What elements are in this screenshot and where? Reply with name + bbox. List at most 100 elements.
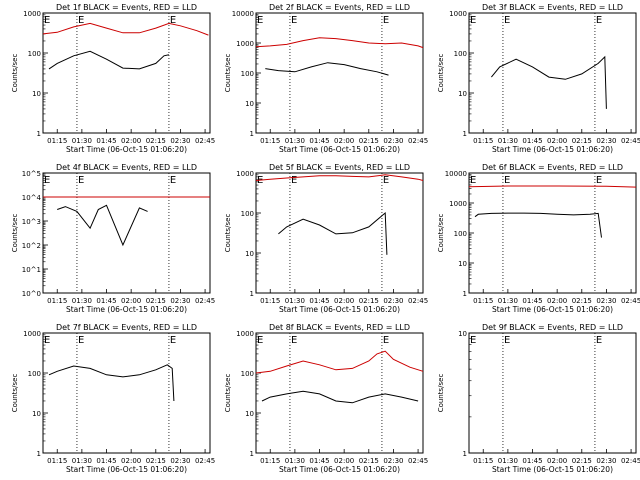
y-tick-label: 1000 bbox=[236, 170, 254, 178]
chart-title: Det 3f BLACK = Events, RED = LLD bbox=[482, 3, 623, 12]
x-tick-label: 02:15 bbox=[572, 297, 592, 305]
chart-title: Det 1f BLACK = Events, RED = LLD bbox=[56, 3, 197, 12]
chart-panel: Det 9f BLACK = Events, RED = LLD E E E 01:15… bbox=[437, 323, 640, 474]
y-tick-label: 1000 bbox=[236, 330, 254, 338]
y-tick-label: 100 bbox=[241, 370, 254, 378]
chart-title: Det 6f BLACK = Events, RED = LLD bbox=[482, 163, 623, 172]
events-series-line bbox=[57, 204, 148, 247]
x-tick-label: 01:15 bbox=[473, 137, 493, 145]
x-axis-label: Start Time (06-Oct-15 01:06:20) bbox=[492, 145, 613, 154]
marker-label: E bbox=[470, 335, 476, 346]
x-tick-label: 02:30 bbox=[170, 137, 190, 145]
y-tick-label: 100 bbox=[28, 370, 41, 378]
y-tick-label: 10^4 bbox=[22, 194, 42, 202]
y-tick-label: 10^2 bbox=[22, 242, 41, 250]
x-axis-label: Start Time (06-Oct-15 01:06:20) bbox=[66, 465, 187, 474]
y-tick-label: 10^3 bbox=[22, 218, 41, 226]
x-tick-label: 01:45 bbox=[96, 137, 116, 145]
chart-title: Det 9f BLACK = Events, RED = LLD bbox=[482, 323, 623, 332]
y-tick-label: 1 bbox=[463, 450, 467, 458]
x-tick-label: 01:45 bbox=[309, 137, 329, 145]
chart-panel: Det 7f BLACK = Events, RED = LLD E E E 01:15… bbox=[11, 323, 215, 474]
x-axis-label: Start Time (06-Oct-15 01:06:20) bbox=[66, 145, 187, 154]
marker-label: E bbox=[44, 175, 50, 186]
y-axis-label: Counts/sec bbox=[224, 214, 232, 253]
x-tick-label: 01:45 bbox=[96, 297, 116, 305]
marker-label: E bbox=[78, 15, 84, 26]
x-tick-label: 02:00 bbox=[547, 457, 567, 465]
chart-panel: Det 6f BLACK = Events, RED = LLD E E E 01:15… bbox=[437, 163, 640, 314]
chart-title: Det 5f BLACK = Events, RED = LLD bbox=[269, 163, 410, 172]
marker-label: E bbox=[383, 175, 389, 186]
x-tick-label: 02:45 bbox=[621, 457, 640, 465]
x-tick-label: 02:30 bbox=[170, 457, 190, 465]
x-tick-label: 01:45 bbox=[309, 297, 329, 305]
marker-label: E bbox=[44, 15, 50, 26]
x-tick-label: 01:30 bbox=[498, 137, 518, 145]
x-axis-label: Start Time (06-Oct-15 01:06:20) bbox=[279, 465, 400, 474]
lld-series-line bbox=[255, 350, 424, 374]
x-tick-label: 02:00 bbox=[121, 137, 141, 145]
x-tick-label: 01:15 bbox=[260, 137, 280, 145]
y-tick-label: 1 bbox=[250, 290, 254, 298]
chart-panel: Det 2f BLACK = Events, RED = LLD E E E 01:15… bbox=[224, 3, 428, 154]
y-tick-label: 1000 bbox=[236, 40, 254, 48]
y-axis-label: Counts/sec bbox=[224, 54, 232, 93]
x-tick-label: 02:45 bbox=[408, 457, 428, 465]
chart-title: Det 4f BLACK = Events, RED = LLD bbox=[56, 163, 197, 172]
x-tick-label: 01:15 bbox=[47, 457, 67, 465]
x-tick-label: 01:15 bbox=[47, 137, 67, 145]
x-tick-label: 02:15 bbox=[146, 297, 166, 305]
x-tick-label: 02:30 bbox=[170, 297, 190, 305]
x-tick-label: 02:00 bbox=[334, 137, 354, 145]
plot-frame bbox=[42, 332, 211, 454]
y-tick-label: 100 bbox=[28, 50, 41, 58]
events-series-line bbox=[48, 364, 175, 402]
marker-label: E bbox=[291, 15, 297, 26]
marker-label: E bbox=[78, 335, 84, 346]
marker-label: E bbox=[170, 335, 176, 346]
y-tick-label: 1 bbox=[37, 130, 41, 138]
x-tick-label: 02:30 bbox=[596, 137, 616, 145]
y-tick-label: 100 bbox=[454, 230, 467, 238]
x-tick-label: 02:30 bbox=[596, 297, 616, 305]
plot-frame bbox=[255, 12, 424, 134]
x-tick-label: 01:30 bbox=[72, 297, 92, 305]
x-tick-label: 01:30 bbox=[285, 137, 305, 145]
marker-label: E bbox=[257, 335, 263, 346]
y-axis-label: Counts/sec bbox=[11, 374, 19, 413]
x-tick-label: 01:45 bbox=[522, 297, 542, 305]
y-tick-label: 1000 bbox=[23, 330, 41, 338]
plot-frame bbox=[468, 172, 637, 294]
x-tick-label: 01:15 bbox=[260, 297, 280, 305]
y-tick-label: 100 bbox=[241, 210, 254, 218]
x-tick-label: 02:00 bbox=[121, 457, 141, 465]
events-series-line bbox=[48, 50, 169, 70]
lld-series-line bbox=[255, 174, 424, 181]
x-tick-label: 01:45 bbox=[96, 457, 116, 465]
marker-label: E bbox=[170, 15, 176, 26]
marker-label: E bbox=[470, 15, 476, 26]
x-tick-label: 02:45 bbox=[408, 297, 428, 305]
lld-series-line bbox=[255, 37, 424, 49]
x-axis-label: Start Time (06-Oct-15 01:06:20) bbox=[492, 305, 613, 314]
marker-label: E bbox=[383, 335, 389, 346]
chart-panel: Det 3f BLACK = Events, RED = LLD E E E 01:15… bbox=[437, 3, 640, 154]
events-series-line bbox=[474, 212, 602, 238]
x-tick-label: 02:00 bbox=[121, 297, 141, 305]
x-tick-label: 02:45 bbox=[195, 457, 215, 465]
chart-title: Det 7f BLACK = Events, RED = LLD bbox=[56, 323, 197, 332]
lld-series-line bbox=[42, 22, 209, 36]
events-series-line bbox=[491, 55, 607, 109]
y-tick-label: 10 bbox=[245, 100, 254, 108]
marker-label: E bbox=[257, 15, 263, 26]
x-axis-label: Start Time (06-Oct-15 01:06:20) bbox=[279, 305, 400, 314]
y-tick-label: 1 bbox=[463, 290, 467, 298]
plot-frame bbox=[42, 172, 211, 294]
x-tick-label: 01:30 bbox=[285, 297, 305, 305]
y-tick-label: 10^1 bbox=[22, 266, 41, 274]
y-axis-label: Counts/sec bbox=[224, 374, 232, 413]
x-tick-label: 01:45 bbox=[522, 457, 542, 465]
